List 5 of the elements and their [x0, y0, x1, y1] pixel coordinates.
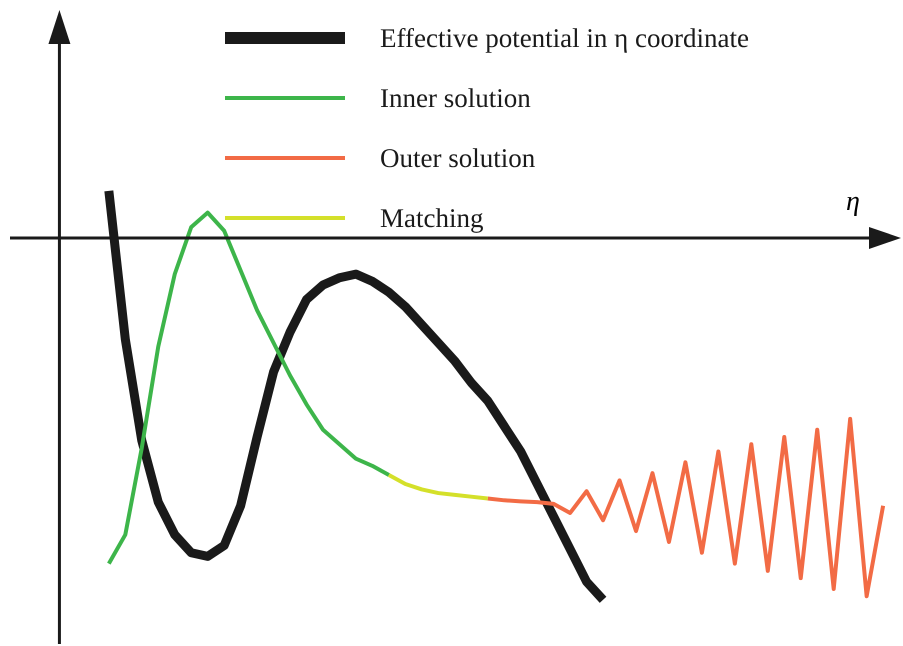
legend-label: Effective potential in η coordinate: [380, 22, 749, 54]
x-axis-title: η: [846, 186, 860, 217]
legend-label: Inner solution: [380, 82, 531, 114]
legend-label: Outer solution: [380, 142, 536, 174]
legend-label: Matching: [380, 202, 484, 234]
